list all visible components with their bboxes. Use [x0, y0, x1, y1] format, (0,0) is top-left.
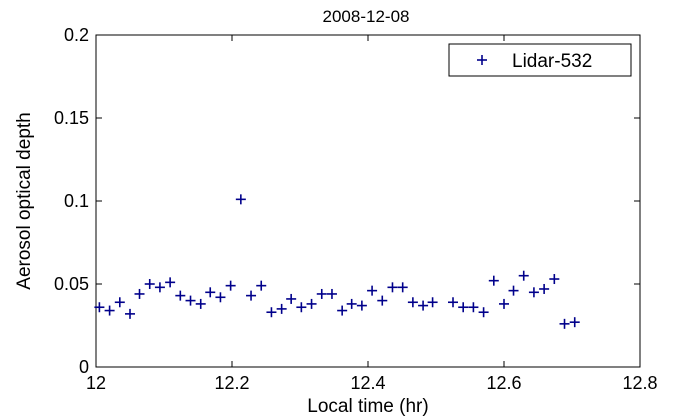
- data-point: [346, 298, 357, 309]
- data-point: [468, 302, 479, 313]
- data-point: [175, 290, 186, 301]
- data-point: [235, 194, 246, 205]
- legend: Lidar-532: [448, 43, 632, 77]
- data-point: [296, 302, 307, 313]
- data-point: [326, 288, 337, 299]
- data-point: [104, 305, 115, 316]
- data-point: [427, 297, 438, 308]
- data-point: [377, 295, 388, 306]
- data-point: [518, 270, 529, 281]
- data-point: [559, 318, 570, 329]
- data-point: [478, 307, 489, 318]
- y-tick-label: 0: [79, 357, 89, 377]
- data-point: [306, 298, 317, 309]
- data-point: [316, 288, 327, 299]
- data-point: [276, 303, 287, 314]
- data-point: [195, 298, 206, 309]
- data-point: [356, 300, 367, 311]
- data-point: [528, 287, 539, 298]
- x-tick-label: 12: [86, 373, 106, 393]
- data-point: [549, 274, 560, 285]
- data-point: [256, 280, 267, 291]
- data-point: [488, 275, 499, 286]
- x-tick-label: 12.6: [486, 373, 521, 393]
- data-point: [114, 297, 125, 308]
- x-tick-label: 12.4: [350, 373, 385, 393]
- data-point: [397, 282, 408, 293]
- data-point: [418, 300, 429, 311]
- data-point: [165, 277, 176, 288]
- y-axis-label: Aerosol optical depth: [14, 112, 35, 289]
- data-point: [125, 308, 135, 319]
- data-point: [134, 288, 145, 299]
- data-point: [225, 280, 236, 291]
- data-point: [407, 297, 418, 308]
- legend-marker: [477, 55, 487, 65]
- data-points: [94, 194, 580, 329]
- data-point: [215, 292, 226, 303]
- data-point: [185, 295, 196, 306]
- data-point: [205, 287, 216, 298]
- data-point: [539, 283, 550, 294]
- chart-title: 2008-12-08: [323, 7, 410, 26]
- data-point: [94, 302, 105, 313]
- x-axis: 12 12.2 12.4 12.6 12.8: [86, 35, 658, 393]
- data-point: [144, 279, 155, 289]
- y-tick-label: 0.2: [64, 25, 89, 45]
- data-point: [337, 305, 348, 316]
- data-point: [458, 302, 469, 313]
- data-point: [246, 290, 257, 301]
- data-point: [266, 307, 277, 318]
- x-tick-label: 12.8: [622, 373, 657, 393]
- legend-label: Lidar-532: [512, 51, 592, 72]
- data-point: [387, 282, 398, 293]
- data-point: [367, 285, 378, 296]
- data-point: [154, 282, 165, 293]
- data-point: [569, 317, 580, 328]
- y-tick-label: 0.1: [64, 191, 89, 211]
- data-point: [508, 285, 519, 296]
- x-axis-label: Local time (hr): [307, 396, 428, 417]
- y-tick-label: 0.15: [54, 108, 89, 128]
- data-point: [448, 297, 458, 308]
- y-axis: 0 0.05 0.1 0.15 0.2: [54, 25, 640, 377]
- data-point: [499, 298, 509, 309]
- data-point: [286, 293, 297, 304]
- x-tick-label: 12.2: [214, 373, 249, 393]
- y-tick-label: 0.05: [54, 274, 89, 294]
